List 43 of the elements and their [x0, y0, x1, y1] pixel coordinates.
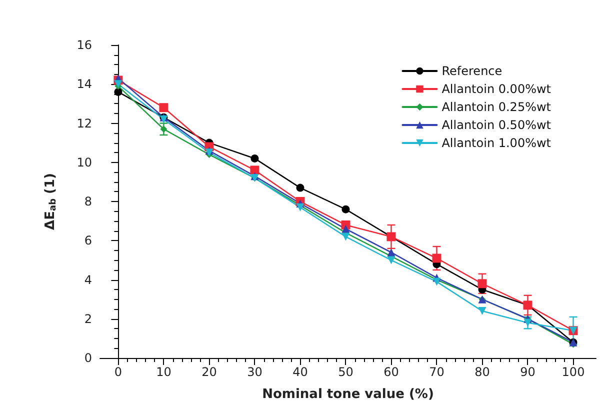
x-tick-label: 90: [520, 365, 536, 379]
point: [250, 154, 259, 162]
y-tick-label: 0: [84, 351, 92, 365]
point: [296, 184, 304, 192]
point: [478, 279, 487, 288]
x-tick-label: 40: [292, 365, 308, 379]
y-tick-label: 16: [76, 38, 92, 52]
x-tick-label: 50: [338, 365, 354, 379]
point: [524, 318, 532, 327]
x-tick-label: 100: [562, 365, 585, 379]
legend-label: Allantoin 0.25%wt: [442, 100, 552, 114]
legend-label: Allantoin 1.00%wt: [442, 136, 552, 150]
y-tick-label: 14: [76, 77, 92, 92]
x-tick-label: 20: [202, 365, 217, 379]
y-tick-label: 12: [76, 116, 92, 130]
y-tick-label: 4: [84, 272, 92, 287]
y-tick-label: 10: [76, 155, 92, 170]
point: [342, 205, 350, 214]
x-tick-label: 30: [247, 365, 262, 379]
point: [159, 103, 168, 112]
point: [478, 307, 486, 316]
y-tick-label: 8: [84, 194, 92, 208]
x-tick-label: 60: [384, 365, 399, 379]
point: [432, 278, 441, 286]
x-tick-label: 10: [156, 365, 172, 379]
x-tick-label: 80: [474, 365, 490, 379]
point: [342, 232, 350, 241]
point: [250, 166, 260, 175]
point: [296, 203, 304, 212]
x-tick-label: 70: [429, 365, 444, 379]
y-tick-label: 2: [84, 312, 92, 326]
y-axis-title: ΔEab (1): [43, 173, 58, 230]
point: [432, 254, 442, 263]
x-axis-title: Nominal tone value (%): [262, 387, 434, 402]
y-tick-label: 6: [84, 234, 92, 248]
legend-label: Reference: [442, 64, 502, 78]
x-tick-label: 0: [114, 365, 122, 379]
point: [114, 88, 122, 96]
point: [387, 256, 396, 264]
legend-label: Allantoin 0.00%wt: [442, 82, 552, 96]
point: [160, 126, 168, 133]
point: [114, 80, 122, 88]
legend-label: Allantoin 0.50%wt: [442, 118, 552, 132]
